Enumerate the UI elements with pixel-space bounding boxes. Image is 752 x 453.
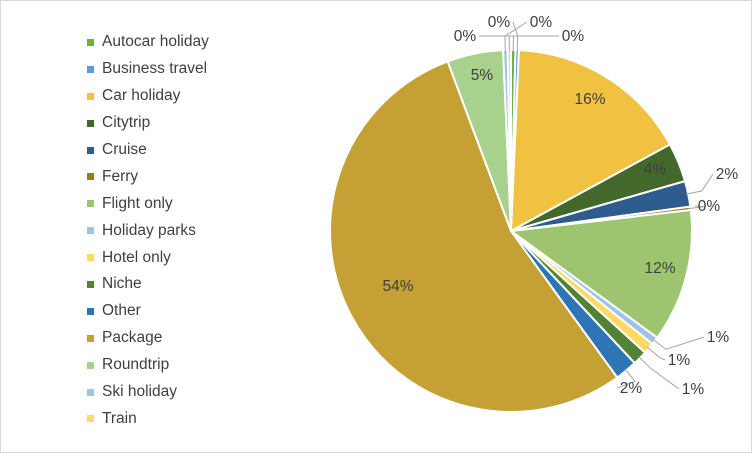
pie-slice-flight-only[interactable] bbox=[508, 208, 693, 340]
leader-line-niche bbox=[638, 356, 680, 390]
legend-item-ski-holiday[interactable]: Ski holiday bbox=[87, 379, 209, 406]
legend-item-ferry[interactable]: Ferry bbox=[87, 163, 209, 190]
data-label-ferry: 0% bbox=[698, 198, 721, 215]
data-label-package: 54% bbox=[382, 278, 413, 295]
legend-swatch bbox=[87, 146, 94, 154]
legend-item-autocar-holiday[interactable]: Autocar holiday bbox=[87, 29, 209, 56]
data-label-ski-holiday: 0% bbox=[530, 14, 553, 31]
legend-item-car-holiday[interactable]: Car holiday bbox=[87, 83, 209, 110]
legend-item-citytrip[interactable]: Citytrip bbox=[87, 110, 209, 137]
data-label-autocar-holiday: 0% bbox=[454, 28, 477, 45]
legend-item-cruise[interactable]: Cruise bbox=[87, 137, 209, 164]
legend-item-business-travel[interactable]: Business travel bbox=[87, 56, 209, 83]
legend-label: Ski holiday bbox=[102, 383, 177, 401]
data-label-train: 0% bbox=[562, 28, 585, 45]
leader-line-holiday-parks bbox=[652, 336, 705, 350]
legend-swatch bbox=[87, 38, 94, 46]
legend-swatch bbox=[87, 361, 94, 369]
legend-swatch bbox=[87, 415, 94, 423]
legend-swatch bbox=[87, 388, 94, 396]
legend-item-package[interactable]: Package bbox=[87, 325, 209, 352]
legend-swatch bbox=[87, 119, 94, 127]
legend-item-flight-only[interactable]: Flight only bbox=[87, 190, 209, 217]
leader-line-other bbox=[616, 368, 636, 389]
data-label-cruise: 2% bbox=[716, 166, 739, 183]
legend-swatch bbox=[87, 334, 94, 342]
legend-label: Train bbox=[102, 409, 137, 427]
data-label-holiday-parks: 1% bbox=[707, 329, 730, 346]
legend-label: Holiday parks bbox=[102, 221, 196, 239]
leader-line-ferry bbox=[688, 205, 705, 210]
leader-line-train bbox=[508, 35, 559, 53]
legend-item-holiday-parks[interactable]: Holiday parks bbox=[87, 217, 209, 244]
legend-label: Cruise bbox=[102, 141, 147, 158]
legend-label: Flight only bbox=[102, 194, 173, 212]
pie-slice-car-holiday[interactable] bbox=[509, 49, 672, 233]
leader-line-cruise bbox=[686, 173, 714, 195]
legend-item-train[interactable]: Train bbox=[87, 405, 209, 432]
data-label-flight-only: 12% bbox=[644, 260, 675, 277]
legend-label: Car holiday bbox=[102, 87, 181, 105]
data-label-business-travel: 0% bbox=[488, 14, 511, 31]
legend-label: Autocar holiday bbox=[102, 33, 209, 51]
legend-swatch bbox=[87, 65, 94, 73]
legend-label: Business travel bbox=[102, 60, 208, 78]
legend-item-other[interactable]: Other bbox=[87, 298, 209, 325]
legend-swatch bbox=[87, 200, 94, 208]
legend-swatch bbox=[87, 254, 94, 262]
data-label-roundtrip: 5% bbox=[471, 67, 494, 84]
legend-label: Citytrip bbox=[102, 114, 151, 132]
leader-line-hotel-only bbox=[646, 346, 666, 361]
legend-label: Other bbox=[102, 302, 141, 320]
chart-legend: Autocar holiday Business travel Car holi… bbox=[87, 29, 209, 432]
legend-label: Hotel only bbox=[102, 248, 171, 266]
legend-item-roundtrip[interactable]: Roundtrip bbox=[87, 352, 209, 379]
legend-swatch bbox=[87, 92, 94, 100]
legend-swatch bbox=[87, 173, 94, 181]
legend-label: Ferry bbox=[102, 167, 139, 185]
leader-line-ski-holiday bbox=[504, 21, 528, 53]
legend-label: Package bbox=[102, 329, 163, 347]
legend-item-niche[interactable]: Niche bbox=[87, 271, 209, 298]
pie-slice-package[interactable] bbox=[329, 60, 619, 413]
data-label-car-holiday: 16% bbox=[574, 91, 605, 108]
legend-label: Niche bbox=[102, 275, 142, 293]
data-label-niche: 1% bbox=[682, 381, 705, 398]
legend-swatch bbox=[87, 280, 94, 288]
data-label-citytrip: 4% bbox=[644, 161, 667, 178]
data-label-hotel-only: 1% bbox=[668, 352, 691, 369]
legend-swatch bbox=[87, 227, 94, 235]
legend-item-hotel-only[interactable]: Hotel only bbox=[87, 244, 209, 271]
legend-swatch bbox=[87, 307, 94, 315]
data-label-other: 2% bbox=[620, 380, 643, 397]
legend-label: Roundtrip bbox=[102, 356, 170, 374]
